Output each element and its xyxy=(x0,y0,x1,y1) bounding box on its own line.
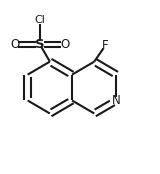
Text: F: F xyxy=(102,39,109,52)
Text: S: S xyxy=(35,38,45,51)
Text: O: O xyxy=(10,38,20,51)
Text: Cl: Cl xyxy=(34,15,45,25)
Text: N: N xyxy=(112,94,121,107)
Text: O: O xyxy=(60,38,69,51)
